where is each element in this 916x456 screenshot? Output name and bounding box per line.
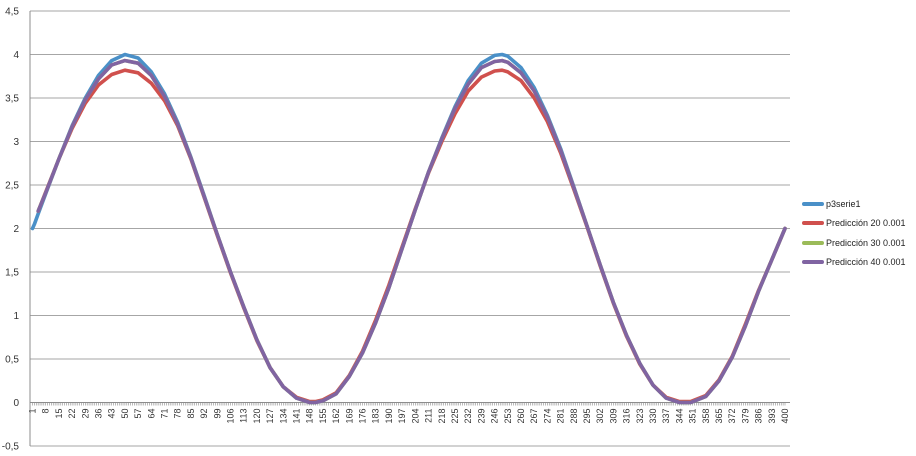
- y-tick-label: 1: [13, 311, 19, 322]
- x-tick-label: 351: [688, 409, 698, 424]
- legend-label: p3serie1: [826, 198, 861, 209]
- y-tick-label: 3,5: [5, 94, 19, 105]
- x-tick-label: 281: [556, 409, 566, 424]
- y-tick-label: 3: [13, 137, 19, 148]
- legend-label: Predicción 40 0.001: [826, 257, 906, 268]
- y-tick-label: 0: [13, 398, 19, 409]
- x-tick-label: 225: [450, 409, 460, 424]
- x-tick-label: 260: [516, 409, 526, 424]
- series-line-3: [36, 58, 787, 405]
- legend-item: p3serie1: [802, 194, 914, 214]
- y-tick-label: 4,5: [5, 7, 19, 18]
- x-tick-label: 400: [780, 409, 790, 424]
- x-tick-label: 169: [344, 409, 354, 424]
- x-tick-label: 134: [278, 409, 288, 424]
- x-tick-label: 393: [767, 409, 777, 424]
- x-tick-label: 372: [727, 409, 737, 424]
- x-tick-label: 1: [28, 409, 38, 414]
- legend-swatch: [802, 201, 824, 206]
- x-tick-label: 197: [397, 409, 407, 424]
- x-tick-label: 113: [239, 409, 249, 423]
- x-tick-label: 85: [186, 409, 196, 419]
- x-tick-label: 274: [542, 409, 552, 424]
- x-tick-label: 246: [490, 409, 500, 424]
- y-tick-label: 0,5: [5, 355, 19, 366]
- x-tick-label: 106: [226, 409, 236, 424]
- x-tick-label: 344: [674, 409, 684, 424]
- x-tick-label: 386: [754, 409, 764, 424]
- x-tick-label: 204: [410, 409, 420, 424]
- x-tick-label: 309: [608, 409, 618, 424]
- y-tick-label: 2,5: [5, 181, 19, 192]
- x-tick-label: 295: [582, 409, 592, 424]
- legend-swatch: [802, 221, 824, 226]
- y-tick-label: 4: [13, 50, 19, 61]
- x-tick-label: 379: [740, 409, 750, 424]
- x-tick-label: 323: [635, 409, 645, 424]
- y-tick-label: 1,5: [5, 268, 19, 279]
- x-tick-label: 239: [476, 409, 486, 424]
- x-tick-label: 330: [648, 409, 658, 424]
- x-tick-label: 176: [358, 409, 368, 424]
- x-tick-label: 148: [305, 409, 315, 424]
- x-tick-label: 190: [384, 409, 394, 424]
- x-tick-label: 36: [94, 409, 104, 419]
- x-tick-label: 211: [424, 409, 434, 423]
- x-tick-label: 316: [622, 409, 632, 424]
- x-tick-label: 358: [701, 409, 711, 424]
- series-line-4: [36, 58, 787, 405]
- x-tick-label: 267: [529, 409, 539, 424]
- x-tick-label: 218: [437, 409, 447, 424]
- legend-item: Predicción 20 0.001: [802, 214, 914, 234]
- x-tick-label: 155: [318, 409, 328, 424]
- x-tick-label: 22: [67, 409, 77, 419]
- x-tick-label: 253: [503, 409, 513, 424]
- x-tick-label: 78: [173, 409, 183, 419]
- legend: p3serie1 Predicción 20 0.001 Predicción 30…: [802, 194, 914, 272]
- legend-label: Predicción 30 0.001: [826, 237, 906, 248]
- legend-item: Predicción 30 0.001: [802, 233, 914, 253]
- x-tick-label: 50: [120, 409, 130, 419]
- x-tick-label: 162: [331, 409, 341, 424]
- x-tick-label: 232: [463, 409, 473, 424]
- x-tick-label: 288: [569, 409, 579, 424]
- legend-swatch: [802, 260, 824, 265]
- legend-item: Predicción 40 0.001: [802, 253, 914, 273]
- x-tick-label: 64: [146, 409, 156, 419]
- x-tick-label: 302: [595, 409, 605, 424]
- x-tick-label: 92: [199, 409, 209, 419]
- y-tick-label: 2: [13, 224, 19, 235]
- x-tick-label: 43: [107, 409, 117, 419]
- x-tick-label: 99: [212, 409, 222, 419]
- x-tick-label: 183: [371, 409, 381, 424]
- x-tick-label: 15: [54, 409, 64, 419]
- series-line-2: [36, 68, 787, 404]
- x-tick-label: 337: [661, 409, 671, 424]
- x-tick-label: 71: [160, 409, 170, 419]
- x-tick-label: 8: [41, 409, 51, 414]
- x-tick-label: 141: [292, 409, 302, 424]
- legend-swatch: [802, 240, 824, 245]
- y-tick-label: -0,5: [2, 442, 20, 453]
- legend-label: Predicción 20 0.001: [826, 218, 906, 229]
- x-tick-label: 57: [133, 409, 143, 419]
- x-tick-label: 29: [80, 409, 90, 419]
- x-tick-label: 120: [252, 409, 262, 424]
- x-tick-label: 365: [714, 409, 724, 424]
- x-tick-label: 127: [265, 409, 275, 424]
